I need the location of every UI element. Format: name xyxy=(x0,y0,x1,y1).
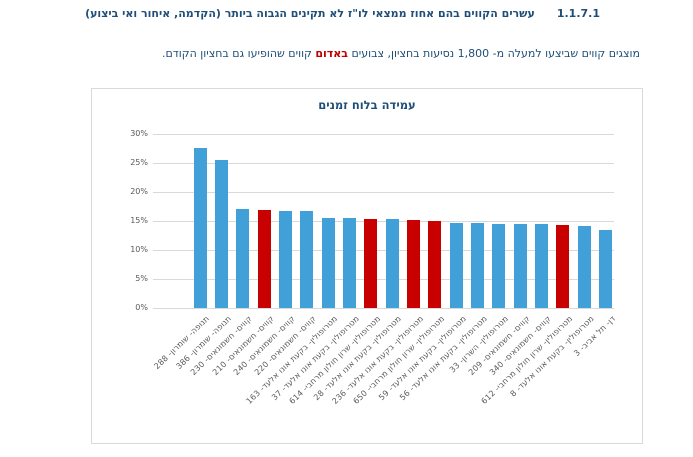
bar xyxy=(300,211,314,308)
bar-highlighted xyxy=(407,219,420,308)
bar xyxy=(193,147,207,308)
bar xyxy=(321,217,335,308)
gridline xyxy=(153,279,614,280)
bar xyxy=(492,223,506,308)
y-axis-tick-label: 25% xyxy=(130,158,148,167)
y-axis-tick-label: 0% xyxy=(135,303,148,312)
bar xyxy=(236,209,250,308)
gridline xyxy=(153,134,614,135)
paragraph-red-word: באדום xyxy=(315,47,348,60)
bar-highlighted xyxy=(428,221,442,308)
bar xyxy=(599,230,613,308)
gridline xyxy=(153,308,614,309)
section-heading: 1.1.7.1 עשרים הקווים בהם אחוז ממצאי לו"ז… xyxy=(85,7,600,20)
gridline xyxy=(153,221,614,222)
section-number: 1.1.7.1 xyxy=(556,7,600,20)
chart-title: עמידה בלוח זמנים xyxy=(318,98,416,112)
bar-highlighted xyxy=(364,218,378,308)
bar xyxy=(278,210,292,308)
chart-box: עמידה בלוח זמנים 0% 5% 10% 15% 20% 25% 30% תנופ… xyxy=(91,88,643,444)
gridline xyxy=(153,163,614,164)
y-axis-tick-label: 30% xyxy=(130,129,148,138)
gridline xyxy=(153,250,614,251)
bar xyxy=(471,223,485,308)
paragraph-text-after: קווים שהופיעו גם בחציון הקודם. xyxy=(161,47,316,60)
bar xyxy=(535,224,549,308)
bar xyxy=(385,219,399,308)
y-axis-tick-label: 5% xyxy=(135,274,148,283)
bar xyxy=(214,160,228,308)
description-paragraph: מוצגים קווים שביצעו למעלה מ- 1,800 נסיעו… xyxy=(20,47,640,60)
gridline xyxy=(153,192,614,193)
bar-highlighted xyxy=(556,225,570,308)
section-title: עשרים הקווים בהם אחוז ממצאי לו"ז לא תקינ… xyxy=(85,7,535,20)
y-axis-tick-label: 15% xyxy=(130,216,148,225)
bar-highlighted xyxy=(257,209,271,308)
bar xyxy=(342,218,356,308)
paragraph-text-before: מוצגים קווים שביצעו למעלה מ- 1,800 נסיעו… xyxy=(348,47,640,60)
y-axis-tick-label: 10% xyxy=(130,245,148,254)
bar xyxy=(513,224,527,308)
bar xyxy=(577,225,591,308)
y-axis-tick-label: 20% xyxy=(130,187,148,196)
bar xyxy=(449,222,463,308)
